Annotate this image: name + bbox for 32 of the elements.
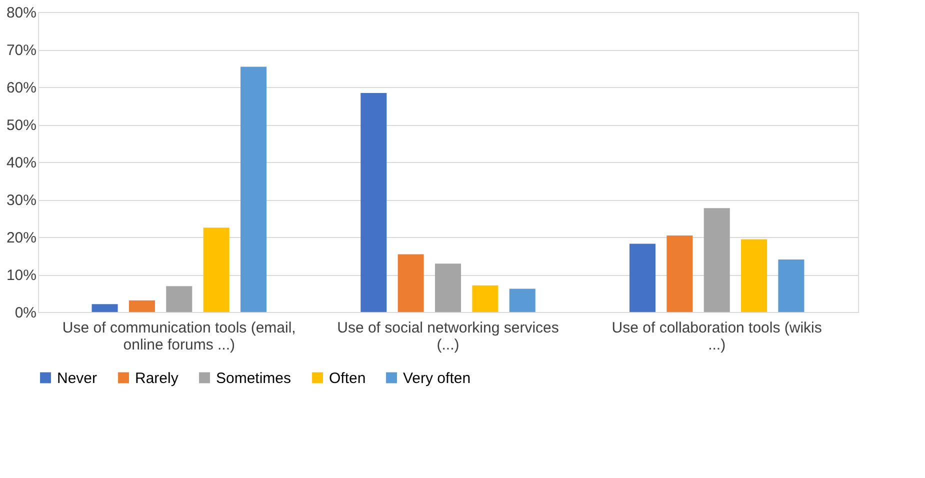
y-tick-label: 30% — [6, 192, 36, 209]
bar — [203, 228, 230, 312]
bar — [472, 285, 498, 312]
x-tick-label: Use of social networking services (...) — [337, 320, 559, 354]
x-tick-label: Use of collaboration tools (wikis ...) — [612, 320, 822, 354]
bar — [240, 66, 267, 312]
y-tick-label: 0% — [14, 304, 36, 322]
legend-label: Sometimes — [216, 370, 292, 387]
y-tick-label: 40% — [6, 154, 36, 172]
bar — [741, 239, 768, 312]
bar — [666, 236, 693, 312]
bar — [629, 244, 656, 312]
bar — [434, 264, 462, 312]
y-tick-label: 20% — [6, 230, 36, 246]
y-tick-label: 80% — [6, 4, 36, 22]
legend-label: Often — [329, 370, 366, 387]
legend-label: Rarely — [135, 370, 179, 387]
bar — [92, 304, 118, 312]
x-tick-label: Use of communication tools (email, online forums ...) — [62, 320, 296, 354]
bar — [128, 300, 155, 312]
bar — [704, 208, 730, 312]
y-tick-label: 70% — [6, 42, 36, 59]
y-tick-label: 50% — [6, 117, 36, 134]
y-tick-label: 10% — [6, 267, 36, 284]
bar — [398, 254, 424, 312]
legend-label: Very often — [403, 370, 471, 387]
bar — [509, 288, 536, 312]
legend-label: Never — [57, 370, 98, 387]
y-tick-label: 60% — [6, 80, 36, 96]
bar — [166, 286, 192, 312]
bar — [778, 260, 804, 312]
bar — [360, 93, 387, 312]
